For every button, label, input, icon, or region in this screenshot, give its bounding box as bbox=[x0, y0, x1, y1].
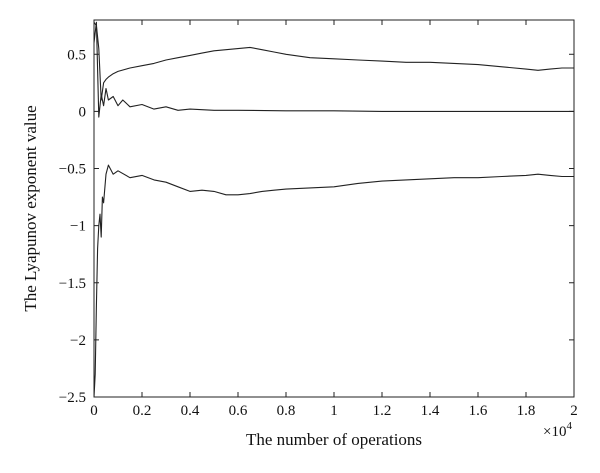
y-tick-label: −2 bbox=[70, 333, 86, 349]
y-tick-label: −1 bbox=[70, 219, 86, 235]
series-line-2 bbox=[94, 21, 574, 118]
tick-marks bbox=[93, 20, 575, 398]
x-tick-label: 0.4 bbox=[181, 403, 200, 419]
x-tick-label: 1.6 bbox=[469, 403, 488, 419]
x-tick-label: 0.2 bbox=[133, 403, 152, 419]
tick-labels: 0 0.2 0.4 0.6 0.8 1 1.2 1.4 1.6 1.8 2 0.5 0 −0.5 −1 −1.… bbox=[59, 47, 578, 419]
x-tick-label: 0.6 bbox=[229, 403, 248, 419]
x-tick-label: 1.8 bbox=[517, 403, 536, 419]
x-axis-scale-factor: ×104 bbox=[543, 420, 572, 440]
x-tick-label: 1 bbox=[330, 403, 338, 419]
plot-area bbox=[93, 19, 575, 398]
y-tick-label: 0.5 bbox=[67, 47, 86, 63]
x-tick-label: 0.8 bbox=[277, 403, 296, 419]
series-group bbox=[94, 21, 574, 397]
x-tick-label: 1.2 bbox=[373, 403, 392, 419]
y-tick-label: −1.5 bbox=[59, 276, 86, 292]
y-axis-label: The Lyapunov exponent value bbox=[21, 105, 40, 311]
series-line-3 bbox=[94, 164, 574, 397]
x-tick-label: 1.4 bbox=[421, 403, 440, 419]
x-tick-label: 2 bbox=[570, 403, 578, 419]
x-scale-exponent: 4 bbox=[566, 420, 572, 432]
y-tick-label: 0 bbox=[79, 104, 87, 120]
x-tick-label: 0 bbox=[90, 403, 98, 419]
y-tick-label: −2.5 bbox=[59, 390, 86, 406]
x-scale-base: ×10 bbox=[543, 424, 566, 440]
series-line-1 bbox=[94, 21, 574, 101]
y-tick-label: −0.5 bbox=[59, 162, 86, 178]
x-axis-label: The number of operations bbox=[246, 430, 422, 449]
